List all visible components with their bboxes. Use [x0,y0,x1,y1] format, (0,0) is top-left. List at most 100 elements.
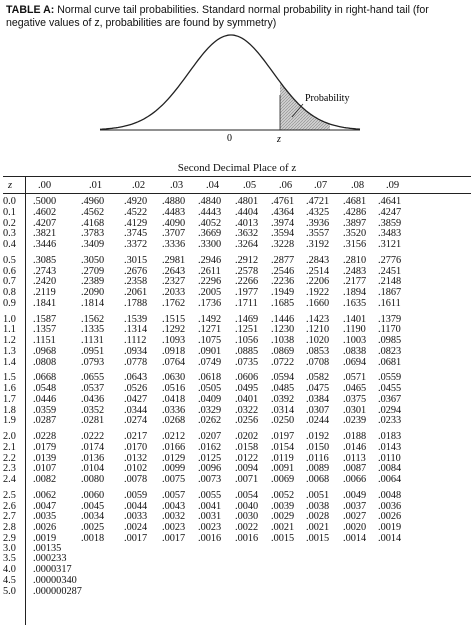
probability-cell: .0055 [198,489,222,501]
probability-cell: .2090 [81,287,105,298]
probability-cell: .4052 [198,217,222,229]
probability-cell: .0764 [162,356,186,368]
probability-cell: .1292 [162,324,186,336]
probability-cell: .2483 [343,265,367,277]
probability-cell: .2946 [198,254,222,266]
probability-cell: .0064 [378,474,402,485]
z-value: 2.3 [3,463,16,475]
probability-cell: .0045 [81,500,105,512]
probability-cell: .4960 [81,196,105,207]
probability-cell: .2546 [271,265,295,277]
probability-cell: .0294 [378,404,402,416]
probability-cell: .3783 [81,228,105,240]
probability-cell: .2451 [378,265,402,277]
probability-cell: .0075 [162,474,186,485]
table-title: Second Decimal Place of z [177,162,297,174]
probability-cell: .1587 [33,313,57,325]
probability-cell: .4129 [124,217,148,229]
probability-cell: .0793 [81,356,105,368]
probability-cell: .0708 [306,356,330,368]
probability-cell: .1867 [378,287,402,298]
probability-cell: .1492 [198,313,222,325]
probability-cell: .4920 [124,196,148,207]
probability-cell: .4483 [162,206,186,218]
probability-cell: .0040 [235,500,259,512]
z-value: 0.0 [3,196,16,207]
probability-cell: .4364 [271,206,295,218]
probability-cell: .0885 [235,345,259,357]
probability-cell: .0059 [124,489,148,501]
probability-cell: .0030 [235,511,259,523]
probability-cell: .0154 [271,441,295,453]
probability-cell: .1003 [343,335,367,346]
probability-cell: .0359 [33,404,57,416]
probability-cell: .1170 [378,324,401,336]
probability-cell: .0110 [378,452,401,464]
z-value: 1.4 [3,356,16,368]
probability-cell: .1539 [124,313,148,325]
probability-cell: .2358 [124,276,148,288]
probability-cell: .0239 [343,415,367,427]
probability-cell: .0060 [81,489,105,501]
probability-cell: .0853 [306,345,330,357]
probability-cell: .3264 [235,239,259,250]
column-header: .05 [243,180,257,191]
probability-cell: .0015 [271,532,295,544]
probability-cell: .0244 [306,415,330,427]
probability-cell: .0139 [33,452,57,464]
probability-cell: .1038 [271,335,295,346]
probability-cell: .2743 [33,265,57,277]
probability-cell: .0329 [198,404,222,416]
probability-cell: .0023 [198,522,222,533]
probability-cell: .0024 [124,522,148,533]
probability-cell: .4721 [306,196,330,207]
probability-cell: .0107 [33,463,57,475]
probability-cell: .0037 [343,500,367,512]
probability-cell: .4168 [81,217,105,229]
z-value: 4.0 [3,564,16,575]
column-header: .07 [314,180,328,191]
probability-cell: .3446 [33,239,57,250]
probability-cell: .0256 [235,415,259,427]
zero-label: 0 [227,133,232,144]
column-header: .02 [132,180,146,191]
probability-cell: .3483 [378,228,402,240]
z-value: 0.4 [3,239,16,250]
probability-cell: .0021 [271,522,295,533]
probability-cell: .0071 [235,474,259,485]
probability-cell: .0069 [271,474,295,485]
probability-cell: .0073 [198,474,222,485]
probability-cell: .4207 [33,217,57,229]
column-header: .09 [386,180,400,191]
probability-cell: .1112 [124,335,147,346]
z-value: 1.7 [3,393,16,405]
column-header: .03 [170,180,184,191]
caption-text: Normal curve tail probabilities. Standar… [6,4,429,29]
probability-cell: .000000287 [33,585,82,597]
probability-cell: .1401 [343,313,367,325]
probability-cell: .0022 [235,522,259,533]
z-value: 2.8 [3,522,16,533]
probability-cell: .0192 [306,431,330,442]
probability-cell: .0384 [306,393,330,405]
probability-cell: .1685 [271,297,295,309]
probability-cell: .0375 [343,393,367,405]
probability-cell: .0367 [378,393,402,405]
z-value: 0.8 [3,287,16,298]
z-value: 0.1 [3,206,16,218]
probability-cell: .0170 [124,441,148,453]
probability-cell: .0418 [162,393,186,405]
probability-cell: .3050 [81,254,105,266]
probability-cell: .00135 [33,542,62,554]
probability-cell: .1611 [378,297,401,309]
probability-cell: .0091 [271,463,295,475]
probability-cell: .0125 [198,452,222,464]
probability-cell: .0136 [81,452,105,464]
probability-cell: .0016 [198,532,222,544]
probability-cell: .2643 [162,265,186,277]
probability-cell: .0869 [271,345,295,357]
probability-cell: .0749 [198,356,222,368]
probability-cell: .0722 [271,356,295,368]
probability-cell: .0606 [235,372,259,384]
column-header: .04 [206,180,220,191]
